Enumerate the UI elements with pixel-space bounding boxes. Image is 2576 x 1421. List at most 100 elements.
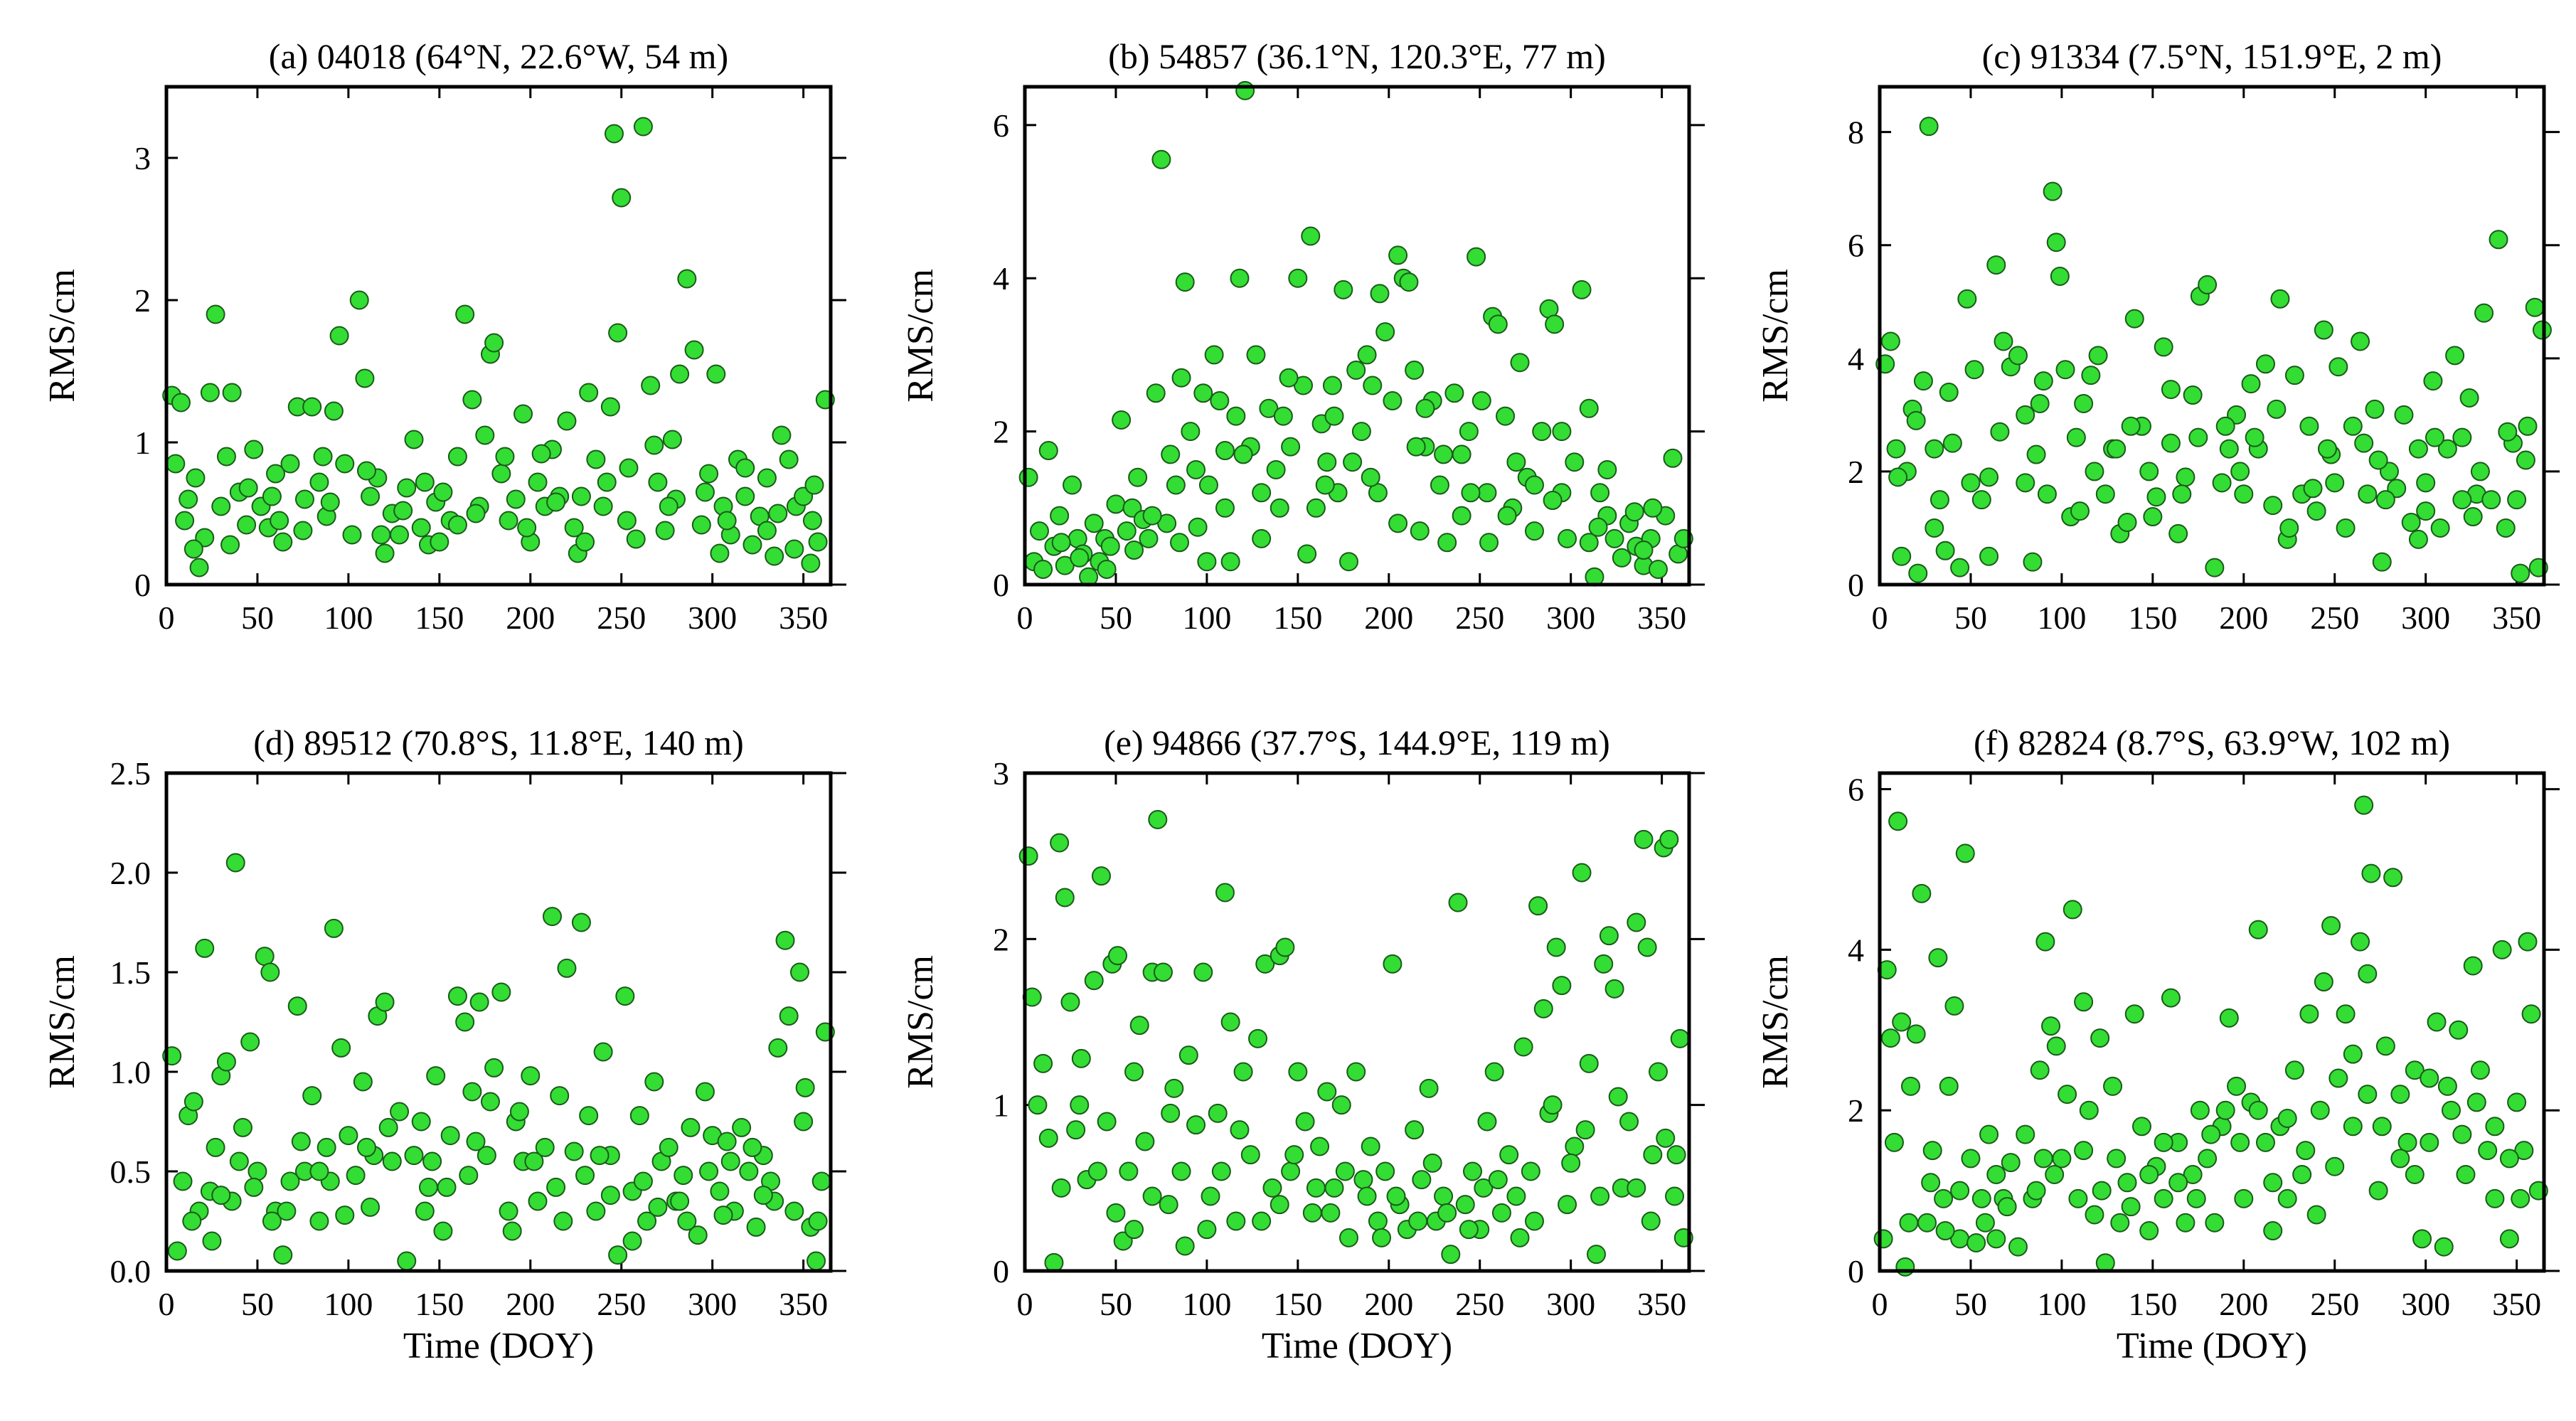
data-point <box>739 1161 759 1181</box>
data-point <box>1215 498 1235 518</box>
data-point <box>2139 1165 2159 1185</box>
data-point <box>1124 1062 1144 1082</box>
data-point <box>1670 1028 1690 1048</box>
data-point <box>361 486 380 506</box>
data-point <box>2284 1060 2304 1080</box>
data-point <box>179 489 198 509</box>
data-point <box>1295 1112 1315 1132</box>
x-tick-label: 250 <box>597 1286 646 1322</box>
data-point <box>2474 303 2494 323</box>
data-point <box>2375 1036 2395 1056</box>
data-point <box>641 376 661 395</box>
data-point <box>2188 427 2208 447</box>
data-point <box>1097 1112 1117 1132</box>
data-point <box>1925 518 1944 538</box>
data-point <box>1038 1128 1058 1148</box>
data-point <box>571 486 591 506</box>
data-point <box>2117 513 2137 532</box>
data-point <box>495 447 515 467</box>
data-point <box>430 532 449 552</box>
data-point <box>1634 541 1654 560</box>
data-point <box>1939 383 1959 403</box>
data-point <box>2470 1060 2490 1080</box>
data-point <box>2408 439 2428 459</box>
data-point <box>1029 521 1049 541</box>
data-point <box>619 458 639 478</box>
data-point <box>2066 427 2086 447</box>
data-point <box>2176 1213 2196 1233</box>
data-point <box>1050 833 1070 853</box>
data-point <box>710 1181 730 1201</box>
data-point <box>615 986 635 1006</box>
data-point <box>469 992 489 1012</box>
data-point <box>411 1112 431 1132</box>
data-point <box>1997 1197 2017 1217</box>
data-point <box>216 447 236 467</box>
data-point <box>1368 483 1388 503</box>
data-point <box>1146 383 1166 403</box>
data-point <box>1188 517 1208 537</box>
data-point <box>1604 979 1624 999</box>
data-point <box>713 1206 733 1225</box>
data-point <box>2336 1004 2356 1024</box>
data-point <box>622 1231 642 1251</box>
data-point <box>2351 331 2370 351</box>
data-point <box>1448 893 1468 912</box>
data-point <box>1880 331 1900 351</box>
data-point <box>2427 1012 2447 1032</box>
data-point <box>2161 433 2181 453</box>
data-point <box>772 425 792 445</box>
data-point <box>390 525 410 545</box>
data-point <box>2420 1132 2439 1152</box>
data-point <box>2074 992 2094 1012</box>
plot-frame <box>1023 771 1691 1273</box>
data-point <box>339 1126 358 1146</box>
data-point <box>1648 1062 1668 1082</box>
data-point <box>1886 439 1906 459</box>
data-point <box>1922 1141 1942 1161</box>
data-point <box>1044 1252 1064 1272</box>
data-point <box>564 518 584 538</box>
y-tick-label: 8 <box>1848 115 1864 151</box>
data-point <box>2092 1181 2112 1201</box>
data-point <box>699 464 719 484</box>
data-point <box>1028 1095 1048 1115</box>
data-point <box>2507 1092 2527 1112</box>
data-point <box>433 482 453 502</box>
data-point <box>1921 1173 1941 1193</box>
data-point <box>1659 829 1679 849</box>
data-point <box>499 1201 518 1221</box>
y-axis-label: RMS/cm <box>42 955 83 1089</box>
data-point <box>688 1225 708 1245</box>
data-point <box>1208 1103 1228 1123</box>
data-point <box>173 1171 193 1191</box>
data-point <box>1033 559 1053 579</box>
data-point <box>2045 1165 2065 1185</box>
data-point <box>353 1072 373 1092</box>
data-point <box>1462 1161 1482 1181</box>
data-point <box>2434 1237 2454 1257</box>
data-point <box>2255 1132 2275 1152</box>
data-point <box>1627 1178 1646 1198</box>
data-point <box>1301 226 1321 246</box>
data-point <box>1971 1188 1991 1208</box>
data-point <box>1572 280 1592 299</box>
data-point <box>2267 399 2287 419</box>
data-point <box>1124 541 1144 560</box>
data-point <box>2035 932 2055 952</box>
data-point <box>316 1137 336 1157</box>
data-point <box>397 1251 417 1271</box>
data-point <box>670 364 690 384</box>
data-point <box>1572 863 1592 883</box>
data-point <box>1461 483 1481 503</box>
data-point <box>513 404 533 424</box>
data-point <box>808 1211 828 1231</box>
data-point <box>2437 1076 2457 1096</box>
data-point <box>1164 1078 1184 1098</box>
data-point <box>1060 992 1080 1012</box>
y-tick-label: 2 <box>1848 454 1864 490</box>
data-point <box>2416 501 2436 521</box>
data-point <box>2498 422 2518 442</box>
data-point <box>1148 809 1168 829</box>
data-point <box>2496 518 2516 538</box>
